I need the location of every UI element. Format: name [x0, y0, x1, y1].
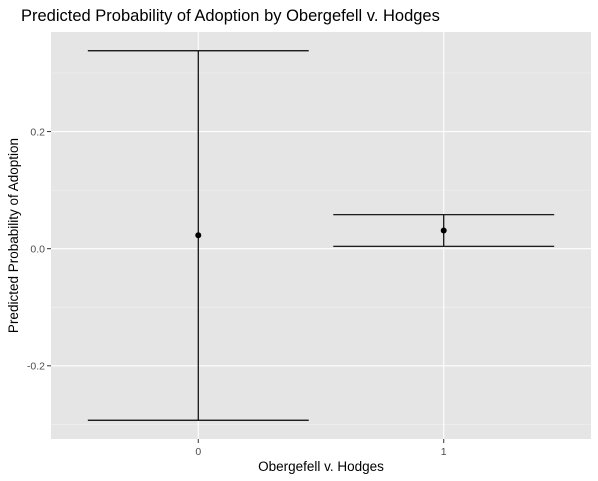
- y-tick-label-2: 0.2: [30, 126, 45, 138]
- x-tick-label-1: 1: [441, 446, 447, 458]
- y-tick-label-1: 0.0: [30, 243, 45, 255]
- point-estimate-1: [440, 227, 447, 234]
- point-estimate-0: [195, 232, 202, 239]
- axis-ticks: -0.2 0.0 0.2 0 1: [27, 126, 447, 458]
- x-tick-label-0: 0: [195, 446, 201, 458]
- chart-title: Predicted Probability of Adoption by Obe…: [21, 7, 440, 25]
- y-axis-label: Predicted Probability of Adoption: [6, 138, 21, 333]
- plot-panel: [51, 32, 591, 439]
- error-bars: [87, 50, 555, 421]
- x-axis-label: Obergefell v. Hodges: [258, 459, 384, 474]
- y-tick-label-0: -0.2: [27, 361, 45, 373]
